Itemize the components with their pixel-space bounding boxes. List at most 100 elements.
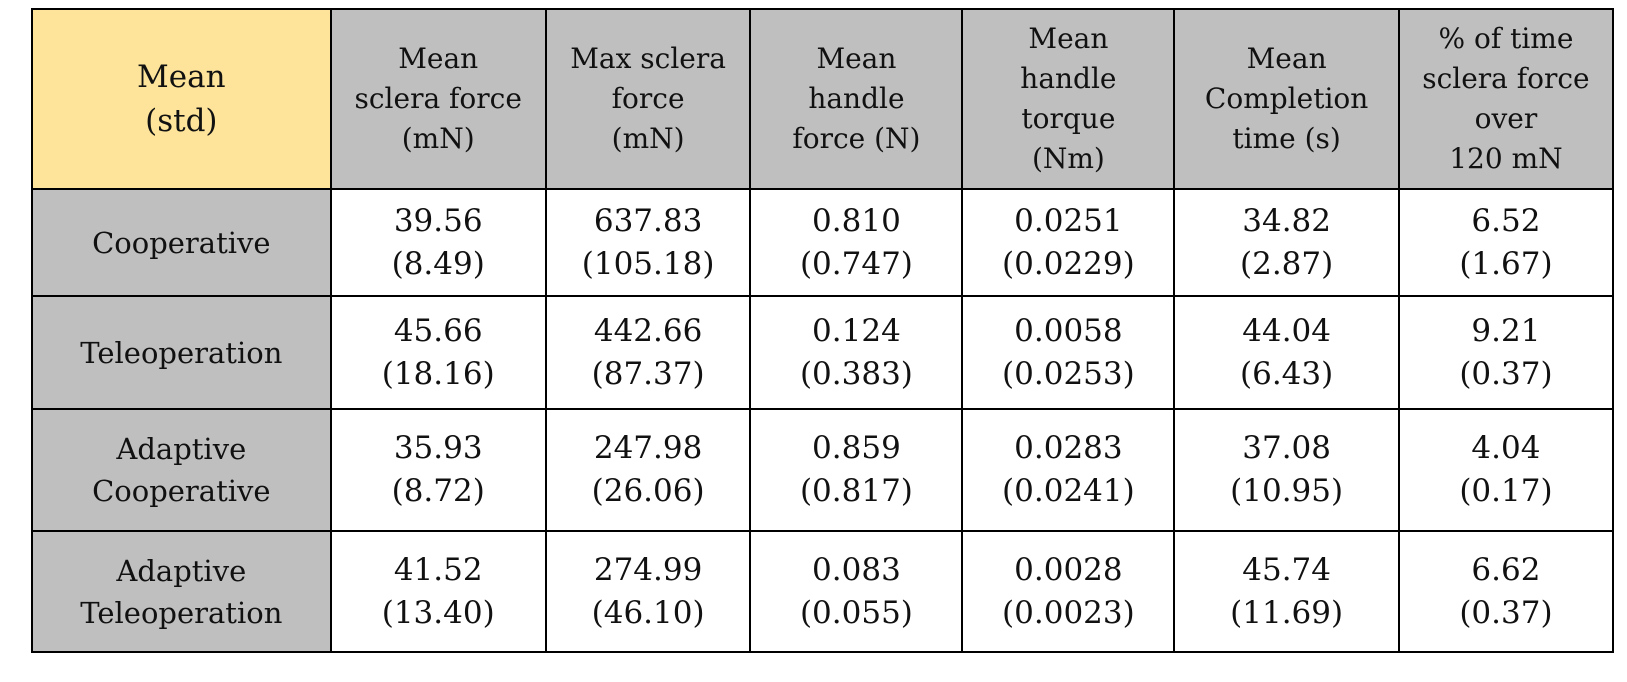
column-header-line: force (N) (792, 122, 921, 155)
table-cell: 9.21 (0.37) (1397, 295, 1615, 410)
table-cell: 637.83 (105.18) (544, 188, 752, 297)
cell-std: (105.18) (581, 245, 715, 282)
table-cell: 0.859 (0.817) (749, 408, 964, 532)
cell-std: (1.67) (1459, 245, 1553, 282)
cell-std: (6.43) (1240, 355, 1334, 392)
cell-std: (0.383) (799, 355, 913, 392)
column-header-line: sclera force (354, 82, 522, 115)
cell-mean: 637.83 (593, 202, 703, 239)
cell-std: (10.95) (1230, 473, 1344, 509)
row-header-line: Teleoperation (80, 335, 283, 370)
column-header-line: sclera force (1422, 62, 1590, 95)
table-row-teleoperation: Teleoperation 45.66 (18.16) 442.66 (87.37)… (31, 295, 1615, 410)
cell-std: (0.817) (799, 473, 913, 509)
table-cell: 442.66 (87.37) (544, 295, 752, 410)
cell-mean: 45.66 (393, 312, 483, 349)
column-header-line: % of time (1438, 22, 1574, 55)
cell-mean: 0.124 (812, 312, 901, 349)
table-cell: 4.04 (0.17) (1397, 408, 1615, 532)
column-header-line: Max sclera (570, 42, 726, 75)
corner-header-line: Mean (137, 59, 226, 95)
column-header-max-sclera-force: Max sclera force (mN) (544, 8, 752, 190)
column-header-line: Completion (1204, 82, 1369, 115)
cell-std: (46.10) (591, 594, 705, 631)
table-cell: 35.93 (8.72) (329, 408, 547, 532)
cell-std: (8.49) (391, 245, 485, 282)
cell-std: (0.37) (1459, 594, 1553, 631)
cell-std: (2.87) (1240, 245, 1334, 282)
header-row: Mean (std) Mean sclera force (mN) Max sc… (31, 8, 1615, 190)
row-header-line: Cooperative (92, 474, 271, 508)
results-table: Mean (std) Mean sclera force (mN) Max sc… (31, 8, 1615, 653)
cell-mean: 247.98 (593, 430, 703, 466)
corner-header-cell: Mean (std) (31, 8, 332, 190)
column-header-line: force (611, 82, 685, 115)
column-header-mean-handle-force: Mean handle force (N) (749, 8, 964, 190)
cell-std: (0.17) (1459, 473, 1553, 509)
cell-mean: 0.810 (812, 202, 901, 239)
cell-std: (26.06) (591, 473, 705, 509)
column-header-line: Mean (1246, 42, 1327, 75)
row-header-line: Cooperative (92, 225, 271, 260)
column-header-line: (Nm) (1031, 142, 1105, 175)
column-header-mean-completion-time: Mean Completion time (s) (1173, 8, 1400, 190)
column-header-line: (mN) (611, 122, 685, 155)
table-cell: 41.52 (13.40) (329, 530, 547, 653)
table-row-adaptive-teleoperation: Adaptive Teleoperation 41.52 (13.40) 274.… (31, 530, 1615, 653)
cell-mean: 0.0028 (1014, 551, 1123, 588)
column-header-time-over-threshold: % of time sclera force over 120 mN (1397, 8, 1615, 190)
cell-mean: 6.52 (1471, 202, 1541, 239)
table-cell: 0.810 (0.747) (749, 188, 964, 297)
table-cell: 0.0028 (0.0023) (961, 530, 1176, 653)
table-cell: 0.0058 (0.0253) (961, 295, 1176, 410)
column-header-line: time (s) (1232, 122, 1341, 155)
table-cell: 247.98 (26.06) (544, 408, 752, 532)
column-header-line: torque (1021, 102, 1116, 135)
cell-std: (18.16) (381, 355, 495, 392)
cell-mean: 0.0251 (1014, 202, 1123, 239)
cell-std: (0.0241) (1002, 473, 1135, 509)
table-cell: 39.56 (8.49) (329, 188, 547, 297)
column-header-line: Mean (1028, 22, 1109, 55)
column-header-mean-handle-torque: Mean handle torque (Nm) (961, 8, 1176, 190)
row-header-line: Adaptive (116, 553, 247, 588)
table-cell: 45.66 (18.16) (329, 295, 547, 410)
cell-std: (0.0023) (1002, 594, 1135, 631)
table-cell: 6.52 (1.67) (1397, 188, 1615, 297)
table-cell: 45.74 (11.69) (1173, 530, 1400, 653)
column-header-line: 120 mN (1449, 142, 1563, 175)
cell-mean: 0.0058 (1014, 312, 1123, 349)
cell-std: (0.055) (799, 594, 913, 631)
table-cell: 274.99 (46.10) (544, 530, 752, 653)
table-cell: 34.82 (2.87) (1173, 188, 1400, 297)
table-cell: 0.0251 (0.0229) (961, 188, 1176, 297)
cell-mean: 37.08 (1242, 430, 1331, 466)
column-header-line: handle (808, 82, 905, 115)
column-header-line: over (1474, 102, 1538, 135)
column-header-line: Mean (398, 42, 479, 75)
cell-std: (11.69) (1230, 594, 1344, 631)
cell-mean: 0.083 (812, 551, 901, 588)
table-row-adaptive-cooperative: Adaptive Cooperative 35.93 (8.72) 247.98 (… (31, 408, 1615, 532)
cell-mean: 39.56 (393, 202, 483, 239)
table-cell: 37.08 (10.95) (1173, 408, 1400, 532)
cell-mean: 274.99 (593, 551, 703, 588)
row-header-adaptive-cooperative: Adaptive Cooperative (31, 408, 332, 532)
column-header-line: handle (1020, 62, 1117, 95)
cell-mean: 45.74 (1242, 551, 1331, 588)
row-header-adaptive-teleoperation: Adaptive Teleoperation (31, 530, 332, 653)
table-cell: 0.124 (0.383) (749, 295, 964, 410)
column-header-mean-sclera-force: Mean sclera force (mN) (329, 8, 547, 190)
column-header-line: Mean (816, 42, 897, 75)
cell-std: (87.37) (591, 355, 705, 392)
table-cell: 0.083 (0.055) (749, 530, 964, 653)
cell-std: (0.0253) (1002, 355, 1135, 392)
cell-mean: 41.52 (393, 551, 483, 588)
column-header-line: (mN) (401, 122, 475, 155)
row-header-line: Teleoperation (80, 595, 283, 630)
cell-mean: 35.93 (393, 430, 483, 466)
cell-mean: 442.66 (593, 312, 703, 349)
table-cell: 6.62 (0.37) (1397, 530, 1615, 653)
table-cell: 44.04 (6.43) (1173, 295, 1400, 410)
cell-std: (13.40) (381, 594, 495, 631)
